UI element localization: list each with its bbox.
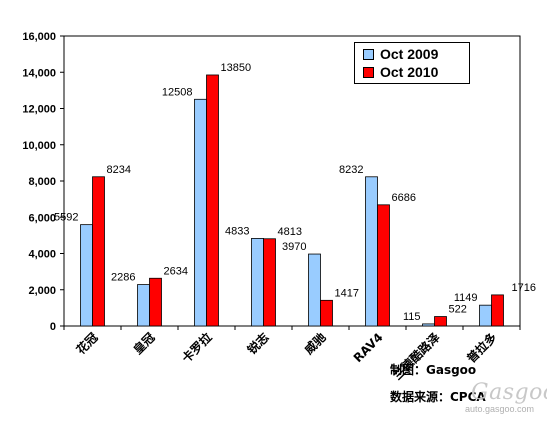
data-source: 数据来源：CPCA [390, 390, 486, 404]
data-label-oct-2010-4: 1417 [335, 287, 359, 299]
legend-item-oct-2010: Oct 2010 [363, 63, 438, 81]
y-tick-label: 12,000 [22, 104, 56, 116]
data-label-oct-2009-7: 1149 [454, 292, 478, 304]
legend-label-oct-2010: Oct 2010 [380, 64, 439, 80]
legend-label-oct-2009: Oct 2009 [380, 46, 439, 62]
x-category-label-0: 花冠 [73, 330, 101, 358]
bar-oct-2010-6 [434, 316, 447, 327]
data-label-oct-2009-3: 4833 [225, 225, 249, 237]
legend-swatch-oct-2009 [363, 48, 374, 60]
data-label-oct-2010-0: 8234 [107, 164, 131, 176]
legend-swatch-oct-2010 [363, 66, 374, 78]
bar-oct-2009-6 [422, 323, 435, 327]
bar-oct-2010-0 [92, 176, 105, 327]
y-tick-label: 16,000 [22, 31, 56, 43]
bar-oct-2010-5 [377, 204, 390, 327]
chart-credit: 制图：Gasgoo [390, 363, 477, 377]
data-label-oct-2009-2: 12508 [162, 86, 193, 98]
bar-oct-2009-2 [194, 98, 207, 327]
bar-oct-2009-1 [137, 284, 150, 327]
data-label-oct-2009-0: 5592 [54, 212, 78, 224]
data-label-oct-2010-2: 13850 [221, 62, 252, 74]
bar-oct-2009-4 [308, 253, 321, 327]
x-category-label-4: 威驰 [301, 330, 329, 358]
watermark-url: auto.gasgoo.com [465, 404, 535, 414]
bar-oct-2009-7 [479, 304, 492, 327]
x-category-label-2: 卡罗拉 [179, 330, 215, 366]
x-category-label-1: 皇冠 [130, 330, 158, 358]
y-tick-label: 0 [50, 321, 56, 333]
bar-oct-2010-3 [263, 238, 276, 327]
bar-oct-2009-3 [251, 238, 264, 327]
y-tick-label: 14,000 [22, 67, 56, 79]
y-tick-label: 4,000 [28, 249, 56, 261]
bar-oct-2010-4 [320, 299, 333, 327]
data-label-oct-2009-1: 2286 [111, 272, 135, 284]
data-label-oct-2010-1: 2634 [164, 265, 188, 277]
x-category-label-3: 锐志 [244, 330, 272, 358]
data-label-oct-2009-6: 115 [403, 311, 421, 323]
data-label-oct-2009-5: 8232 [339, 164, 363, 176]
watermark-logo-text: Gasgoo [471, 380, 547, 405]
data-label-oct-2009-4: 3970 [282, 241, 306, 253]
x-category-label-5: RAV4 [351, 330, 386, 365]
chart-legend: Oct 2009 Oct 2010 [354, 42, 470, 84]
gasgoo-watermark: Gasgoo auto.gasgoo.com [461, 380, 547, 414]
data-label-oct-2010-5: 6686 [392, 192, 416, 204]
bar-oct-2010-1 [149, 277, 162, 327]
bar-oct-2009-5 [365, 176, 378, 327]
legend-item-oct-2009: Oct 2009 [363, 45, 438, 63]
bar-oct-2009-0 [80, 224, 93, 327]
data-label-oct-2010-6: 522 [449, 304, 467, 316]
bar-oct-2010-7 [491, 294, 504, 327]
data-label-oct-2010-7: 1716 [512, 282, 536, 294]
bar-oct-2010-2 [206, 74, 219, 327]
data-label-oct-2010-3: 4813 [278, 226, 302, 238]
y-tick-label: 10,000 [22, 140, 56, 152]
y-tick-label: 8,000 [28, 176, 56, 188]
y-tick-label: 2,000 [28, 285, 56, 297]
y-tick-label: 6,000 [28, 212, 56, 224]
